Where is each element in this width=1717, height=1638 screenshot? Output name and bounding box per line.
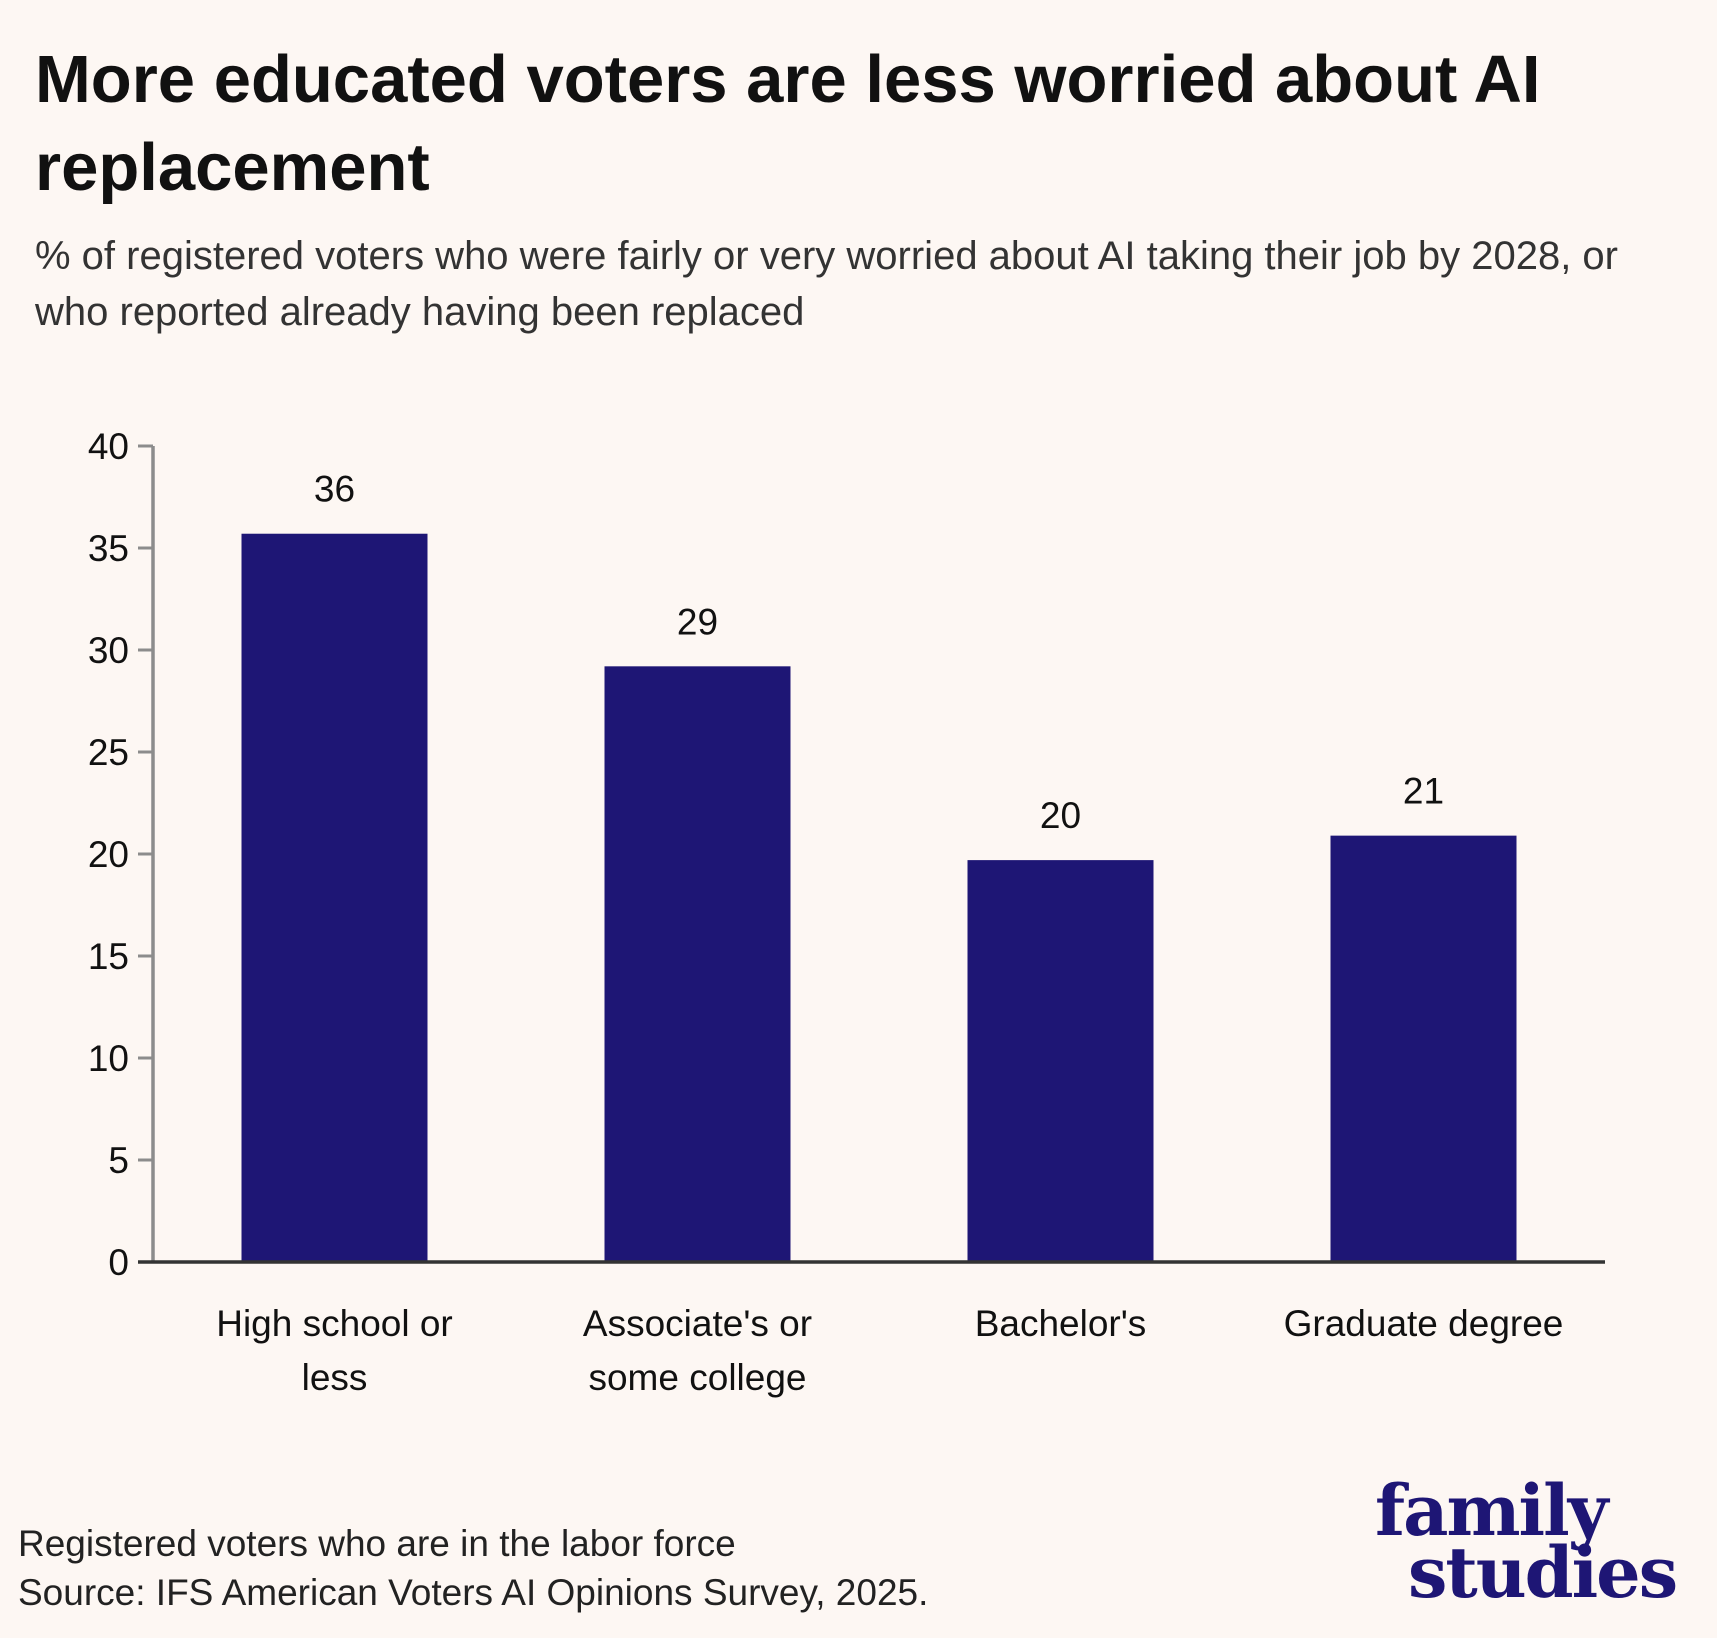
chart-title: More educated voters are less worried ab… (35, 42, 1541, 205)
bar (1330, 835, 1517, 1262)
logo-line-2: studies (1408, 1531, 1678, 1614)
x-tick-label: Graduate degree (1284, 1303, 1564, 1344)
y-tick-label: 30 (88, 630, 129, 671)
data-label: 29 (677, 601, 718, 642)
logo-line-1: family (1375, 1469, 1608, 1552)
x-tick-label: some college (588, 1357, 806, 1398)
bar-chart: 0 5 10 15 20 25 30 35 40 36 High school or less 29 As… (88, 426, 1605, 1398)
footer-note: Registered voters who are in the labor f… (18, 1523, 736, 1564)
y-tick-label: 10 (88, 1038, 129, 1079)
family-studies-logo: family studies (1375, 1469, 1678, 1614)
x-tick-label: Bachelor's (975, 1303, 1147, 1344)
x-tick-label: High school or (216, 1303, 453, 1344)
y-tick-label: 20 (88, 834, 129, 875)
x-tick-label: Associate's or (583, 1303, 812, 1344)
bar (241, 533, 428, 1262)
bar (604, 666, 791, 1262)
y-tick-label: 15 (88, 936, 129, 977)
y-tick-label: 25 (88, 732, 129, 773)
x-tick-label: less (302, 1357, 368, 1398)
chart-subtitle: % of registered voters who were fairly o… (35, 234, 1618, 334)
footer-source: Source: IFS American Voters AI Opinions … (18, 1572, 929, 1613)
y-tick-label: 40 (88, 426, 129, 467)
y-tick-label: 0 (108, 1242, 129, 1283)
data-label: 21 (1403, 771, 1444, 812)
bar (967, 860, 1154, 1262)
y-tick-label: 5 (108, 1140, 129, 1181)
data-label: 36 (314, 469, 355, 510)
y-tick-label: 35 (88, 528, 129, 569)
data-label: 20 (1040, 795, 1081, 836)
